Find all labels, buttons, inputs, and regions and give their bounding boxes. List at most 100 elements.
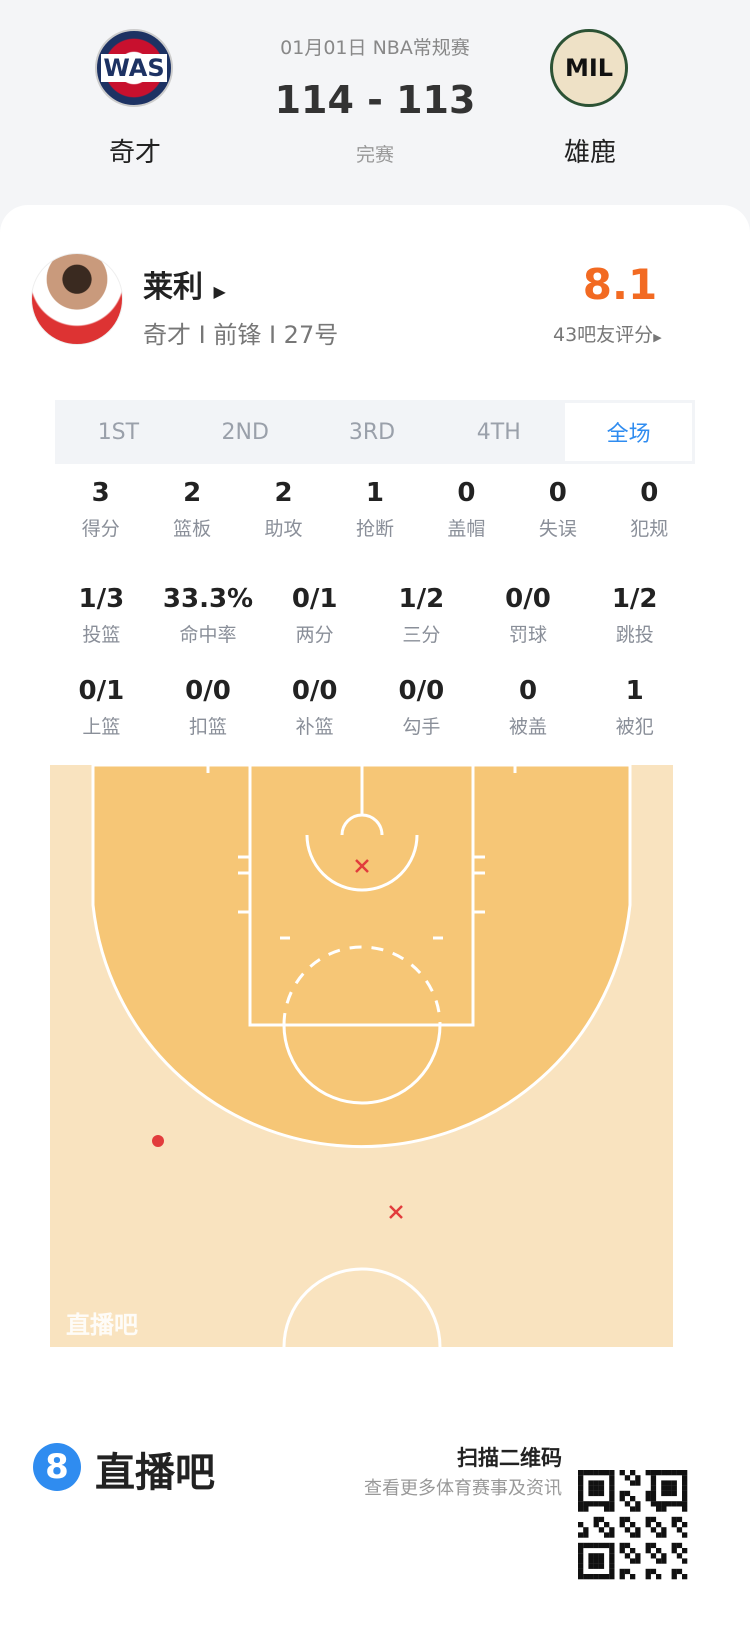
stat-label: 勾手 bbox=[402, 716, 441, 738]
stat-value: 2 bbox=[274, 478, 293, 508]
stat-value: 0/1 bbox=[78, 676, 125, 706]
stat-label: 抢断 bbox=[355, 518, 394, 540]
basket bbox=[340, 813, 384, 836]
stat-item: 0/1 两分 bbox=[261, 584, 368, 647]
three-point-area bbox=[91, 765, 632, 1149]
stat-item: 0/0 罚球 bbox=[475, 584, 582, 647]
stat-label: 两分 bbox=[295, 624, 334, 646]
match-date-league: 01月01日 NBA常规赛 bbox=[280, 37, 470, 59]
stat-value: 0/0 bbox=[505, 584, 551, 614]
watermark: 直播吧 bbox=[66, 1311, 138, 1339]
caret-right-icon: ▶ bbox=[653, 331, 662, 344]
free-throw-circle-bottom bbox=[282, 1024, 442, 1105]
stat-item: 33.3% 命中率 bbox=[155, 584, 262, 647]
tab-2nd[interactable]: 2ND bbox=[221, 419, 269, 445]
stat-value: 0/0 bbox=[291, 676, 338, 706]
caret-right-icon: ▶ bbox=[213, 282, 226, 301]
shot-missed bbox=[389, 1205, 403, 1219]
away-abbr: MIL bbox=[564, 54, 614, 82]
player-rating: 8.1 bbox=[582, 260, 658, 309]
free-throw-circle-top bbox=[282, 945, 442, 1026]
rating-link[interactable]: 43吧友评分▶ bbox=[553, 320, 662, 347]
tab-4th[interactable]: 4TH bbox=[476, 419, 521, 445]
shot-made bbox=[152, 1135, 164, 1147]
stat-item: 1/3 投篮 bbox=[48, 584, 155, 647]
stat-item: 1 被犯 bbox=[581, 676, 688, 739]
stats-row-shooting: 1/3 投篮 33.3% 命中率 0/1 两分 1/2 三分 0/0 罚球 1/2 跳投 bbox=[48, 584, 688, 647]
stat-label: 犯规 bbox=[630, 518, 669, 540]
stat-item: 0/1 上篮 bbox=[48, 676, 155, 739]
period-tabs: 1ST 2ND 3RD 4TH 全场 bbox=[55, 400, 695, 464]
stat-item: 0 盖帽 bbox=[421, 478, 512, 541]
stat-item: 0/0 扣篮 bbox=[155, 676, 262, 739]
home-abbr: WAS bbox=[101, 54, 167, 82]
match-score: 114 - 113 bbox=[274, 78, 476, 122]
shot-chart: 直播吧 bbox=[50, 765, 673, 1347]
stat-value: 33.3% bbox=[162, 584, 254, 614]
stat-value: 0 bbox=[518, 676, 538, 706]
stat-label: 扣篮 bbox=[189, 716, 228, 738]
stat-value: 1/3 bbox=[78, 584, 125, 614]
stat-label: 失误 bbox=[538, 518, 577, 540]
stats-row-basic: 3 得分 2 篮板 2 助攻 1 抢断 0 盖帽 0 失误 0 犯规 bbox=[55, 478, 695, 541]
brand-logo: 8 bbox=[33, 1443, 81, 1491]
stat-label: 盖帽 bbox=[447, 518, 486, 540]
tab-3rd[interactable]: 3RD bbox=[348, 419, 396, 445]
player-name-link[interactable]: 莱利 ▶ bbox=[143, 262, 226, 306]
stat-item: 0/0 补篮 bbox=[261, 676, 368, 739]
stat-value: 1 bbox=[625, 676, 644, 706]
stat-item: 3 得分 bbox=[55, 478, 146, 541]
stat-item: 0 犯规 bbox=[604, 478, 695, 541]
stat-item: 2 篮板 bbox=[146, 478, 237, 541]
stat-value: 0 bbox=[457, 478, 476, 508]
footer-subtitle: 查看更多体育赛事及资讯 bbox=[364, 1478, 562, 1499]
stat-label: 跳投 bbox=[615, 624, 654, 646]
stat-value: 0 bbox=[640, 478, 659, 508]
mil-logo: MIL bbox=[550, 29, 628, 107]
stat-value: 1/2 bbox=[611, 584, 658, 614]
paint bbox=[248, 765, 475, 1027]
away-team-name: 雄鹿 bbox=[563, 138, 616, 168]
stat-label: 补篮 bbox=[295, 716, 334, 738]
stat-label: 得分 bbox=[81, 518, 120, 540]
shot-missed bbox=[355, 859, 369, 873]
home-team-name: 奇才 bbox=[108, 138, 161, 168]
stat-value: 1 bbox=[365, 478, 385, 508]
stat-label: 命中率 bbox=[179, 624, 237, 646]
stat-label: 三分 bbox=[402, 624, 441, 646]
qr-code bbox=[578, 1470, 688, 1580]
stat-item: 2 助攻 bbox=[238, 478, 329, 541]
stat-label: 上篮 bbox=[82, 716, 121, 738]
center-circle bbox=[282, 1267, 442, 1347]
stat-value: 3 bbox=[91, 478, 110, 508]
stat-item: 1/2 三分 bbox=[368, 584, 475, 647]
restricted-area bbox=[305, 834, 419, 892]
brand-name: 直播吧 bbox=[95, 1450, 215, 1496]
stat-label: 被盖 bbox=[509, 716, 548, 738]
match-status: 完赛 bbox=[355, 144, 394, 166]
stats-row-shot-types: 0/1 上篮 0/0 扣篮 0/0 补篮 0/0 勾手 0 被盖 1 被犯 bbox=[48, 676, 688, 739]
scan-qr-label: 扫描二维码 bbox=[457, 1446, 562, 1470]
player-name: 莱利 bbox=[143, 270, 203, 305]
tab-1st[interactable]: 1ST bbox=[97, 419, 140, 445]
stat-label: 篮板 bbox=[173, 518, 212, 540]
stat-item: 1/2 跳投 bbox=[581, 584, 688, 647]
stat-label: 助攻 bbox=[264, 518, 303, 540]
stat-value: 1/2 bbox=[398, 584, 445, 614]
tab-full-game[interactable]: 全场 bbox=[565, 403, 692, 461]
stat-item: 1 抢断 bbox=[329, 478, 420, 541]
stat-value: 0/0 bbox=[185, 676, 231, 706]
stat-value: 0 bbox=[548, 478, 567, 508]
stat-label: 投篮 bbox=[82, 624, 121, 646]
stat-item: 0 失误 bbox=[512, 478, 603, 541]
stat-value: 0/1 bbox=[291, 584, 338, 614]
stat-label: 罚球 bbox=[509, 624, 548, 646]
stat-label: 被犯 bbox=[615, 716, 654, 738]
stat-value: 0/0 bbox=[398, 676, 445, 706]
stat-item: 0/0 勾手 bbox=[368, 676, 475, 739]
rating-label: 43吧友评分 bbox=[553, 324, 654, 346]
was-logo: WAS bbox=[95, 29, 173, 107]
stat-item: 0 被盖 bbox=[475, 676, 582, 739]
player-avatar bbox=[31, 253, 123, 345]
player-info: 奇才 I 前锋 I 27号 bbox=[143, 321, 339, 349]
